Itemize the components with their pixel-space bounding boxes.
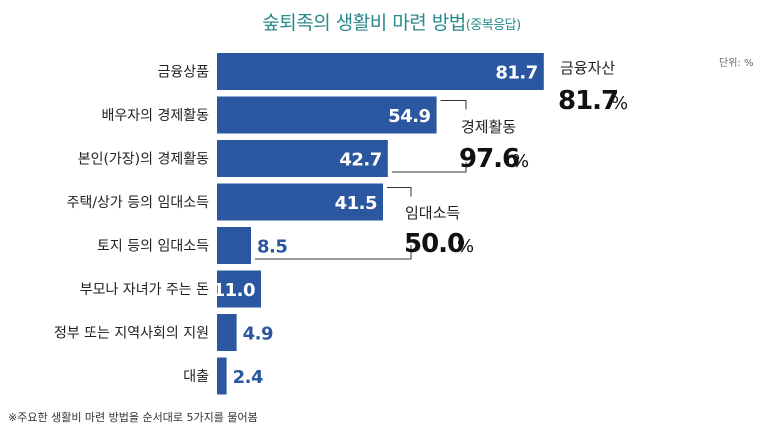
- data-label: 42.7: [339, 150, 381, 171]
- bar: [217, 314, 237, 351]
- data-label: 8.5: [257, 237, 287, 258]
- group-unit: %: [457, 236, 474, 257]
- group-bracket: [255, 245, 412, 260]
- data-label: 11.0: [213, 280, 255, 301]
- group-label: 임대소득: [405, 204, 460, 222]
- category-label: 토지 등의 임대소득: [97, 239, 209, 255]
- data-label: 81.7: [495, 63, 537, 84]
- bar: [217, 96, 437, 134]
- category-label: 부모나 자녀가 주는 돈: [80, 282, 209, 298]
- data-label: 4.9: [243, 324, 273, 345]
- group-unit: %: [611, 93, 628, 114]
- group-bracket: [387, 187, 412, 197]
- category-label: 금융상품: [157, 65, 209, 81]
- group-value: 97.6: [459, 144, 519, 174]
- group-label: 금융자산: [560, 59, 615, 77]
- bar: [217, 227, 251, 264]
- category-label: 정부 또는 지역사회의 지원: [54, 326, 209, 342]
- group-value: 50.0: [404, 229, 464, 259]
- bar: [217, 140, 388, 177]
- category-label: 대출: [183, 369, 209, 385]
- chart-title-main: 숲퇴족의 생활비 마련 방법: [262, 12, 466, 34]
- bar: [217, 357, 227, 395]
- data-label: 41.5: [335, 193, 377, 214]
- group-label: 경제활동: [461, 118, 516, 136]
- category-label: 배우자의 경제활동: [102, 108, 210, 124]
- chart-title: 숲퇴족의 생활비 마련 방법(중복응답): [0, 8, 783, 35]
- category-label: 본인(가장)의 경제활동: [78, 152, 209, 168]
- group-bracket: [440, 100, 467, 110]
- bar: [217, 53, 544, 90]
- group-value: 81.7: [558, 86, 618, 116]
- data-label: 54.9: [388, 106, 430, 127]
- footnote: ※주요한 생활비 마련 방법을 순서대로 5가지를 물어봄: [8, 411, 258, 424]
- bar: [217, 270, 261, 308]
- group-bracket: [391, 162, 467, 173]
- group-unit: %: [512, 151, 529, 172]
- data-label: 2.4: [233, 367, 263, 388]
- category-label: 주택/상가 등의 임대소득: [67, 195, 210, 211]
- chart-subtitle: (중복응답): [465, 18, 521, 33]
- bar: [217, 183, 383, 221]
- unit-label: 단위: %: [719, 58, 754, 69]
